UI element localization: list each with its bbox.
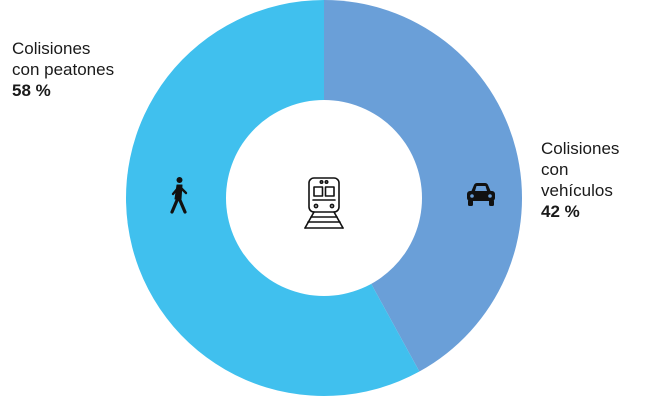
slice-label-line: Colisiones: [541, 139, 620, 158]
pedestrian-icon: [170, 177, 188, 214]
slice-value-label: 58 %: [12, 81, 51, 100]
slice-label-line: con: [541, 160, 569, 179]
donut-hole: [226, 100, 422, 296]
slice-label-line: Colisiones: [12, 39, 91, 58]
car-icon: [467, 183, 495, 206]
train-icon: [304, 177, 344, 229]
slice-label-line: con peatones: [12, 60, 115, 79]
slice-label-vehiculos: Colisiones con vehículos 42 %: [541, 138, 619, 222]
slice-label-peatones: Colisiones con peatones 58 %: [12, 38, 114, 101]
slice-value-label: 42 %: [541, 202, 580, 221]
slice-label-line: vehículos: [541, 181, 613, 200]
